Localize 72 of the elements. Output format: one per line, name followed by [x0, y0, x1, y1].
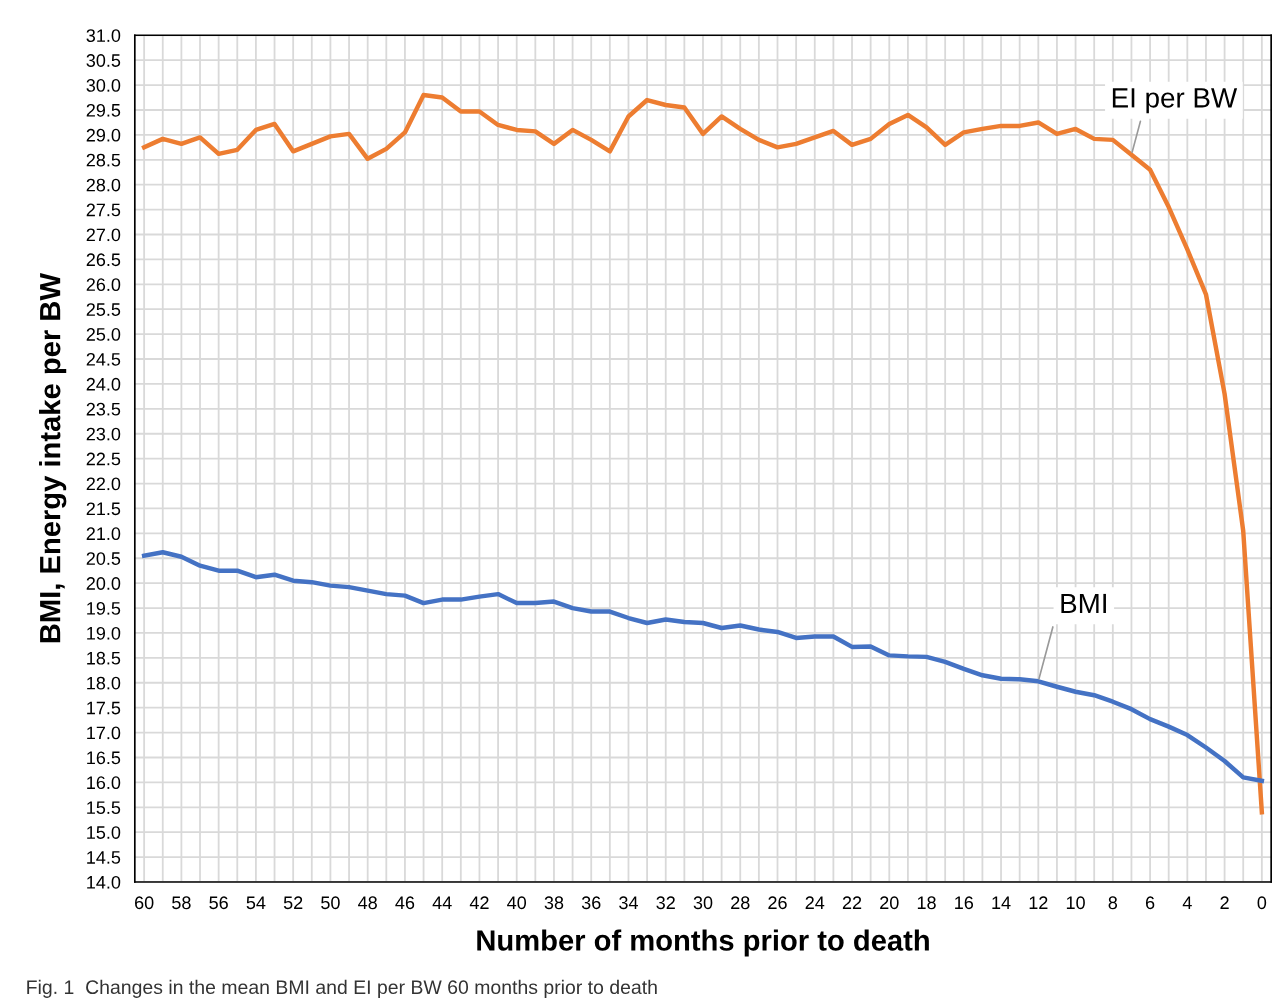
y-tick-label: 26.0: [86, 278, 121, 292]
y-tick-label: 31.0: [86, 29, 121, 42]
x-tick-label: 4: [1182, 896, 1192, 909]
y-tick-label: 27.0: [86, 228, 121, 242]
x-tick-label: 58: [172, 896, 191, 910]
y-tick-label: 29.0: [86, 128, 121, 142]
caption: Fig. 1 Changes in the mean BMI and EI per BW 60 months prior to death: [27, 979, 657, 998]
y-tick-label: 28.0: [86, 178, 121, 192]
y-tick-label: 19.0: [87, 626, 121, 640]
x-tick-label: 0: [1257, 896, 1267, 910]
x-tick-label: 26: [768, 896, 787, 910]
y-tick-label: 21.5: [86, 502, 121, 516]
x-tick-label: 34: [619, 896, 638, 910]
x-tick-label: 20: [880, 896, 899, 910]
y-tick-label: 29.5: [86, 103, 121, 117]
y-tick-label: 25.0: [86, 328, 121, 341]
y-tick-label: 22.0: [86, 477, 121, 491]
x-tick-label: 32: [656, 896, 675, 910]
series-label: EI per BW: [1112, 88, 1238, 114]
y-tick-label: 21.0: [86, 527, 121, 541]
x-tick-label: 48: [358, 896, 377, 910]
y-tick-label: 30.5: [86, 54, 121, 67]
x-tick-label: 50: [321, 896, 340, 910]
x-tick-label: 16: [955, 896, 974, 910]
x-tick-label: 24: [805, 896, 825, 909]
y-tick-label: 18.5: [87, 651, 121, 665]
y-tick-label: 20.0: [86, 577, 121, 590]
y-tick-label: 25.5: [86, 303, 121, 316]
y-axis-title: BMI, Energy intake per BW: [39, 273, 67, 643]
x-tick-label: 40: [507, 896, 527, 910]
y-tick-label: 16.0: [87, 776, 121, 790]
x-tick-label: 18: [917, 896, 936, 910]
y-tick-label: 17.5: [87, 701, 121, 715]
y-tick-label: 15.5: [87, 801, 121, 815]
line-series: [141, 550, 1265, 784]
x-tick-label: 36: [581, 896, 601, 910]
x-tick-label: 52: [283, 896, 303, 910]
x-tick-label: 42: [469, 896, 489, 909]
x-tick-label: 46: [395, 896, 415, 910]
y-tick-label: 23.0: [86, 427, 121, 441]
y-tick-label: 14.0: [87, 875, 121, 889]
y-tick-label: 26.5: [86, 253, 121, 267]
x-tick-label: 44: [432, 896, 452, 909]
x-tick-label: 22: [842, 896, 862, 909]
x-tick-label: 8: [1108, 896, 1118, 910]
y-tick-label: 15.0: [87, 826, 121, 839]
x-tick-label: 12: [1029, 896, 1048, 909]
x-tick-label: 30: [693, 896, 713, 910]
x-tick-label: 54: [246, 896, 266, 910]
x-tick-label: 56: [209, 896, 228, 910]
x-axis-title: Number of months prior to death: [477, 929, 929, 957]
y-tick-label: 20.5: [86, 552, 121, 565]
y-tick-label: 17.0: [87, 726, 121, 740]
y-tick-label: 27.5: [86, 203, 121, 217]
text: BMI: [1061, 593, 1106, 614]
y-tick-label: 22.5: [86, 452, 121, 466]
y-tick-label: 24.0: [86, 377, 121, 391]
x-tick-label: 14: [992, 896, 1011, 909]
x-tick-label: 6: [1145, 896, 1155, 910]
y-tick-label: 23.5: [86, 402, 121, 416]
x-tick-label: 38: [544, 896, 564, 910]
x-tick-label: 60: [135, 896, 154, 910]
y-tick-label: 28.5: [86, 153, 121, 167]
y-tick-label: 19.5: [87, 602, 121, 615]
y-tick-label: 14.5: [87, 851, 121, 864]
y-tick-label: 18.0: [87, 676, 121, 690]
y-tick-label: 30.0: [86, 79, 121, 92]
x-tick-label: 2: [1220, 896, 1229, 909]
y-tick-label: 16.5: [87, 751, 121, 765]
x-tick-label: 28: [731, 896, 750, 910]
y-tick-label: 24.5: [86, 352, 121, 366]
x-tick-label: 10: [1066, 896, 1085, 910]
